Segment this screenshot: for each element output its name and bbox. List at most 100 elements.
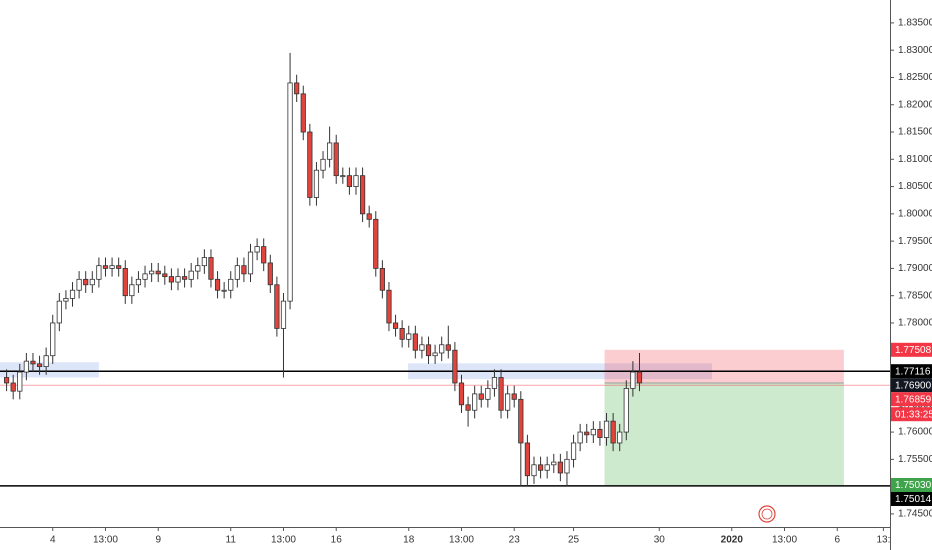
candle-body [313, 169, 320, 198]
countdown-box [891, 407, 932, 422]
candle-body [241, 265, 247, 275]
candle-body [610, 420, 616, 444]
countdown: 01:33:25 [895, 409, 932, 420]
candle-body [155, 270, 161, 275]
candle-body [17, 371, 23, 392]
price-label-box [891, 342, 932, 357]
candle-body [43, 355, 49, 368]
candle-body [570, 442, 577, 460]
candle-body [359, 175, 366, 215]
candle-body [149, 270, 155, 275]
y-tick-label: 1.79500 [898, 236, 932, 247]
candle-body [333, 142, 339, 177]
candle-body [50, 322, 56, 357]
candle-body [201, 257, 207, 267]
candle-body [129, 284, 135, 297]
candle-body [254, 246, 260, 253]
x-tick-label: 13: [876, 535, 890, 546]
candle-body [353, 175, 359, 187]
candle-body [379, 268, 385, 291]
candle-body [109, 265, 115, 269]
candle-body [511, 393, 517, 400]
candle-body [419, 344, 425, 351]
candle-body [300, 93, 306, 133]
y-tick-label: 1.76000 [898, 427, 932, 438]
candle-body [214, 278, 221, 291]
price-label: 1.75030 [895, 480, 932, 491]
candle-body [89, 278, 95, 286]
candle-body [175, 276, 181, 283]
candle-body [590, 428, 596, 436]
candle-body [406, 333, 412, 340]
candle-body [267, 262, 273, 286]
price-label: 1.76900 [895, 380, 932, 391]
candle-body [485, 388, 491, 400]
x-tick-label: 2020 [721, 535, 744, 546]
candle-body [386, 289, 392, 324]
candle-body [577, 431, 583, 444]
candle-body [340, 175, 346, 178]
y-tick-label: 1.82000 [898, 99, 932, 110]
candle-body [63, 298, 69, 302]
price-label: 1.77508 [895, 345, 932, 356]
candle-body [557, 461, 563, 474]
price-label-box [891, 364, 932, 379]
candle-body [142, 273, 148, 280]
candle-body [498, 377, 504, 411]
candle-body [439, 344, 445, 354]
price-label-box [891, 392, 932, 407]
y-tick-label: 1.83000 [898, 45, 932, 56]
candle-body [478, 393, 484, 400]
x-tick-label: 30 [654, 535, 666, 546]
candle-body [597, 428, 603, 438]
candle-body [261, 246, 267, 264]
candle-body [320, 158, 326, 171]
candle-body [518, 398, 524, 444]
y-tick-label: 1.79000 [898, 263, 932, 274]
candle-body [76, 278, 82, 291]
candle-body [10, 382, 16, 392]
candle-body [327, 142, 333, 160]
candle-body [537, 464, 544, 471]
x-tick-label: 23 [509, 535, 521, 546]
x-tick-label: 13:00 [772, 535, 797, 546]
price-label-box [891, 477, 932, 492]
candle-body [83, 278, 89, 286]
candle-body [524, 442, 531, 477]
candle-body [247, 251, 254, 275]
x-tick-label: 13:00 [93, 535, 118, 546]
candle-body [56, 300, 62, 324]
candle-body [208, 257, 214, 280]
y-tick-label: 1.80000 [898, 208, 932, 219]
price-label-box [891, 378, 932, 393]
candle-body [280, 300, 287, 329]
candle-body [564, 458, 570, 474]
y-tick-label: 1.80500 [898, 181, 932, 192]
candle-body [412, 333, 418, 351]
candle-body [623, 388, 629, 433]
x-tick-label: 13:00 [449, 535, 474, 546]
y-tick-label: 1.82500 [898, 72, 932, 83]
candle-body [458, 382, 465, 406]
y-tick-label: 1.81500 [898, 127, 932, 138]
zone [0, 362, 99, 378]
candle-body [472, 393, 478, 411]
candle-body [228, 278, 234, 291]
candle-body [617, 431, 623, 444]
y-tick-label: 1.83500 [898, 18, 932, 29]
candle-body [287, 82, 293, 302]
candle-body [135, 278, 142, 286]
candle-body [392, 322, 399, 329]
candle-body [425, 344, 432, 357]
candle-body [584, 431, 590, 436]
candle-body [399, 328, 405, 340]
candle-body [234, 265, 240, 280]
candle-body [69, 289, 76, 299]
candle-body [505, 393, 511, 411]
y-tick-label: 1.78500 [898, 290, 932, 301]
candle-body [465, 404, 471, 411]
candle-body [551, 461, 557, 466]
candle-body [195, 265, 201, 272]
